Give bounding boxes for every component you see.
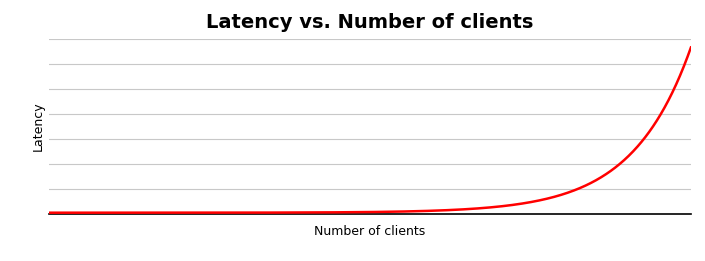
X-axis label: Number of clients: Number of clients bbox=[314, 225, 426, 238]
Y-axis label: Latency: Latency bbox=[32, 102, 45, 151]
Title: Latency vs. Number of clients: Latency vs. Number of clients bbox=[207, 13, 534, 32]
